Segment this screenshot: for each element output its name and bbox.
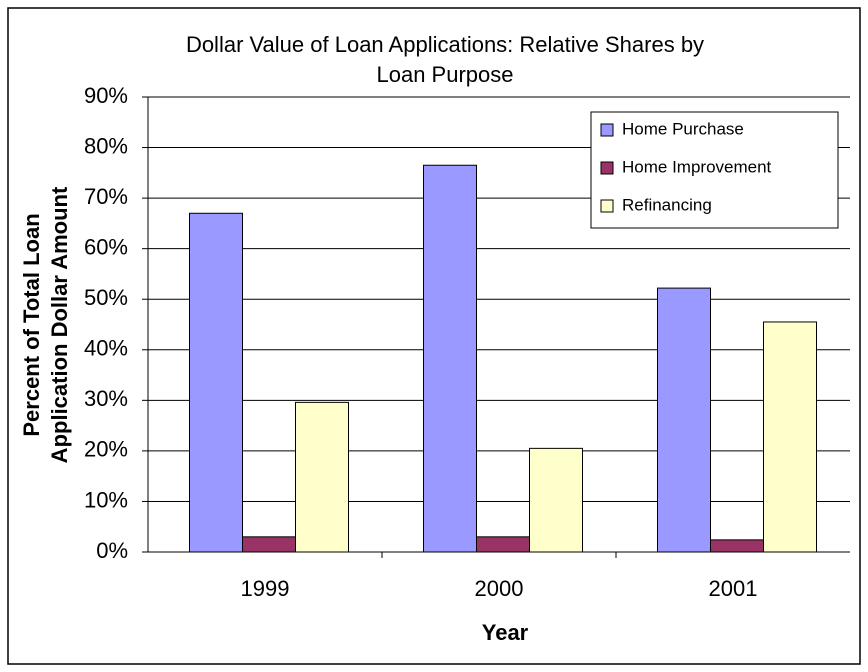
y-tick-label: 0% bbox=[96, 538, 128, 563]
y-tick-label: 10% bbox=[84, 487, 128, 512]
bar bbox=[242, 536, 296, 553]
y-axis-label: Application Dollar Amount bbox=[47, 186, 72, 463]
bar bbox=[657, 287, 711, 553]
bar bbox=[476, 536, 530, 553]
x-tick-label: 2001 bbox=[709, 576, 758, 601]
x-tick-label: 2000 bbox=[475, 576, 524, 601]
y-tick-label: 80% bbox=[84, 133, 128, 158]
y-axis-label: Percent of Total Loan bbox=[19, 213, 44, 436]
legend-swatch bbox=[600, 123, 614, 137]
bar bbox=[710, 539, 764, 553]
y-tick-label: 20% bbox=[84, 437, 128, 462]
legend-label: Home Purchase bbox=[622, 119, 744, 138]
x-axis-label: Year bbox=[482, 620, 529, 645]
legend-label: Refinancing bbox=[622, 195, 712, 214]
bar bbox=[189, 212, 243, 553]
bar bbox=[423, 164, 477, 553]
legend-swatch bbox=[600, 199, 614, 213]
y-tick-label: 30% bbox=[84, 386, 128, 411]
bar bbox=[763, 321, 817, 553]
y-tick-label: 40% bbox=[84, 336, 128, 361]
x-tick-label: 1999 bbox=[241, 576, 290, 601]
bar bbox=[529, 447, 583, 553]
legend-swatch bbox=[600, 161, 614, 175]
bar bbox=[295, 401, 349, 553]
y-tick-label: 90% bbox=[84, 83, 128, 108]
legend-box bbox=[590, 111, 839, 229]
chart-title: Loan Purpose bbox=[377, 62, 514, 87]
y-tick-label: 70% bbox=[84, 184, 128, 209]
legend-label: Home Improvement bbox=[622, 157, 772, 176]
y-tick-label: 60% bbox=[84, 234, 128, 259]
y-tick-label: 50% bbox=[84, 285, 128, 310]
chart-title: Dollar Value of Loan Applications: Relat… bbox=[186, 32, 704, 57]
